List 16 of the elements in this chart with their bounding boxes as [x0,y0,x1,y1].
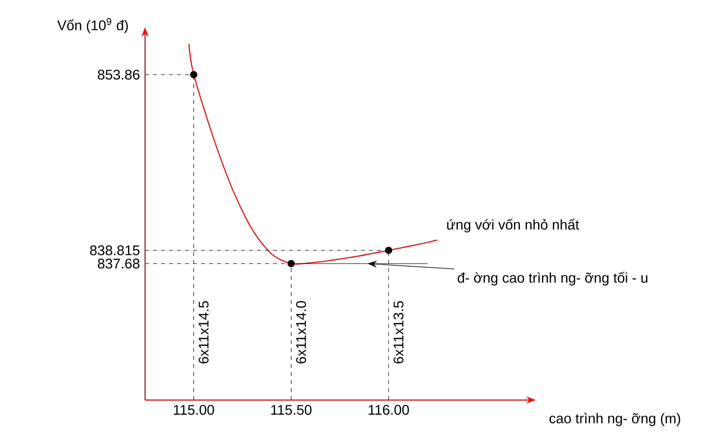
x-tick-label: 115.50 [271,404,312,415]
annotation: ứng với vốn nhỏ nhất [447,218,580,232]
x-axis-title: cao trình ng- ỡng (m) [550,412,680,426]
y-tick-label: 853.86 [98,70,140,80]
annotation: 6x11x13.5 [394,301,404,364]
y-axis-title: Vốn (10$^{9}$ đ) [57,18,128,34]
ref-line-label: đ- ờng cao trình ng- ỡng tối - u [458,272,648,286]
x-tick-label: 115.00 [174,404,214,415]
annotation: 6x11x14.5 [198,301,209,364]
point [190,71,198,78]
y-tick-label: 838.815 [90,245,140,256]
point [384,246,392,254]
annotation: 6x11x14.0 [296,301,306,364]
y-tick-label: 837.68 [98,258,140,269]
x-tick-label: 116.00 [368,404,409,415]
point [288,260,295,268]
